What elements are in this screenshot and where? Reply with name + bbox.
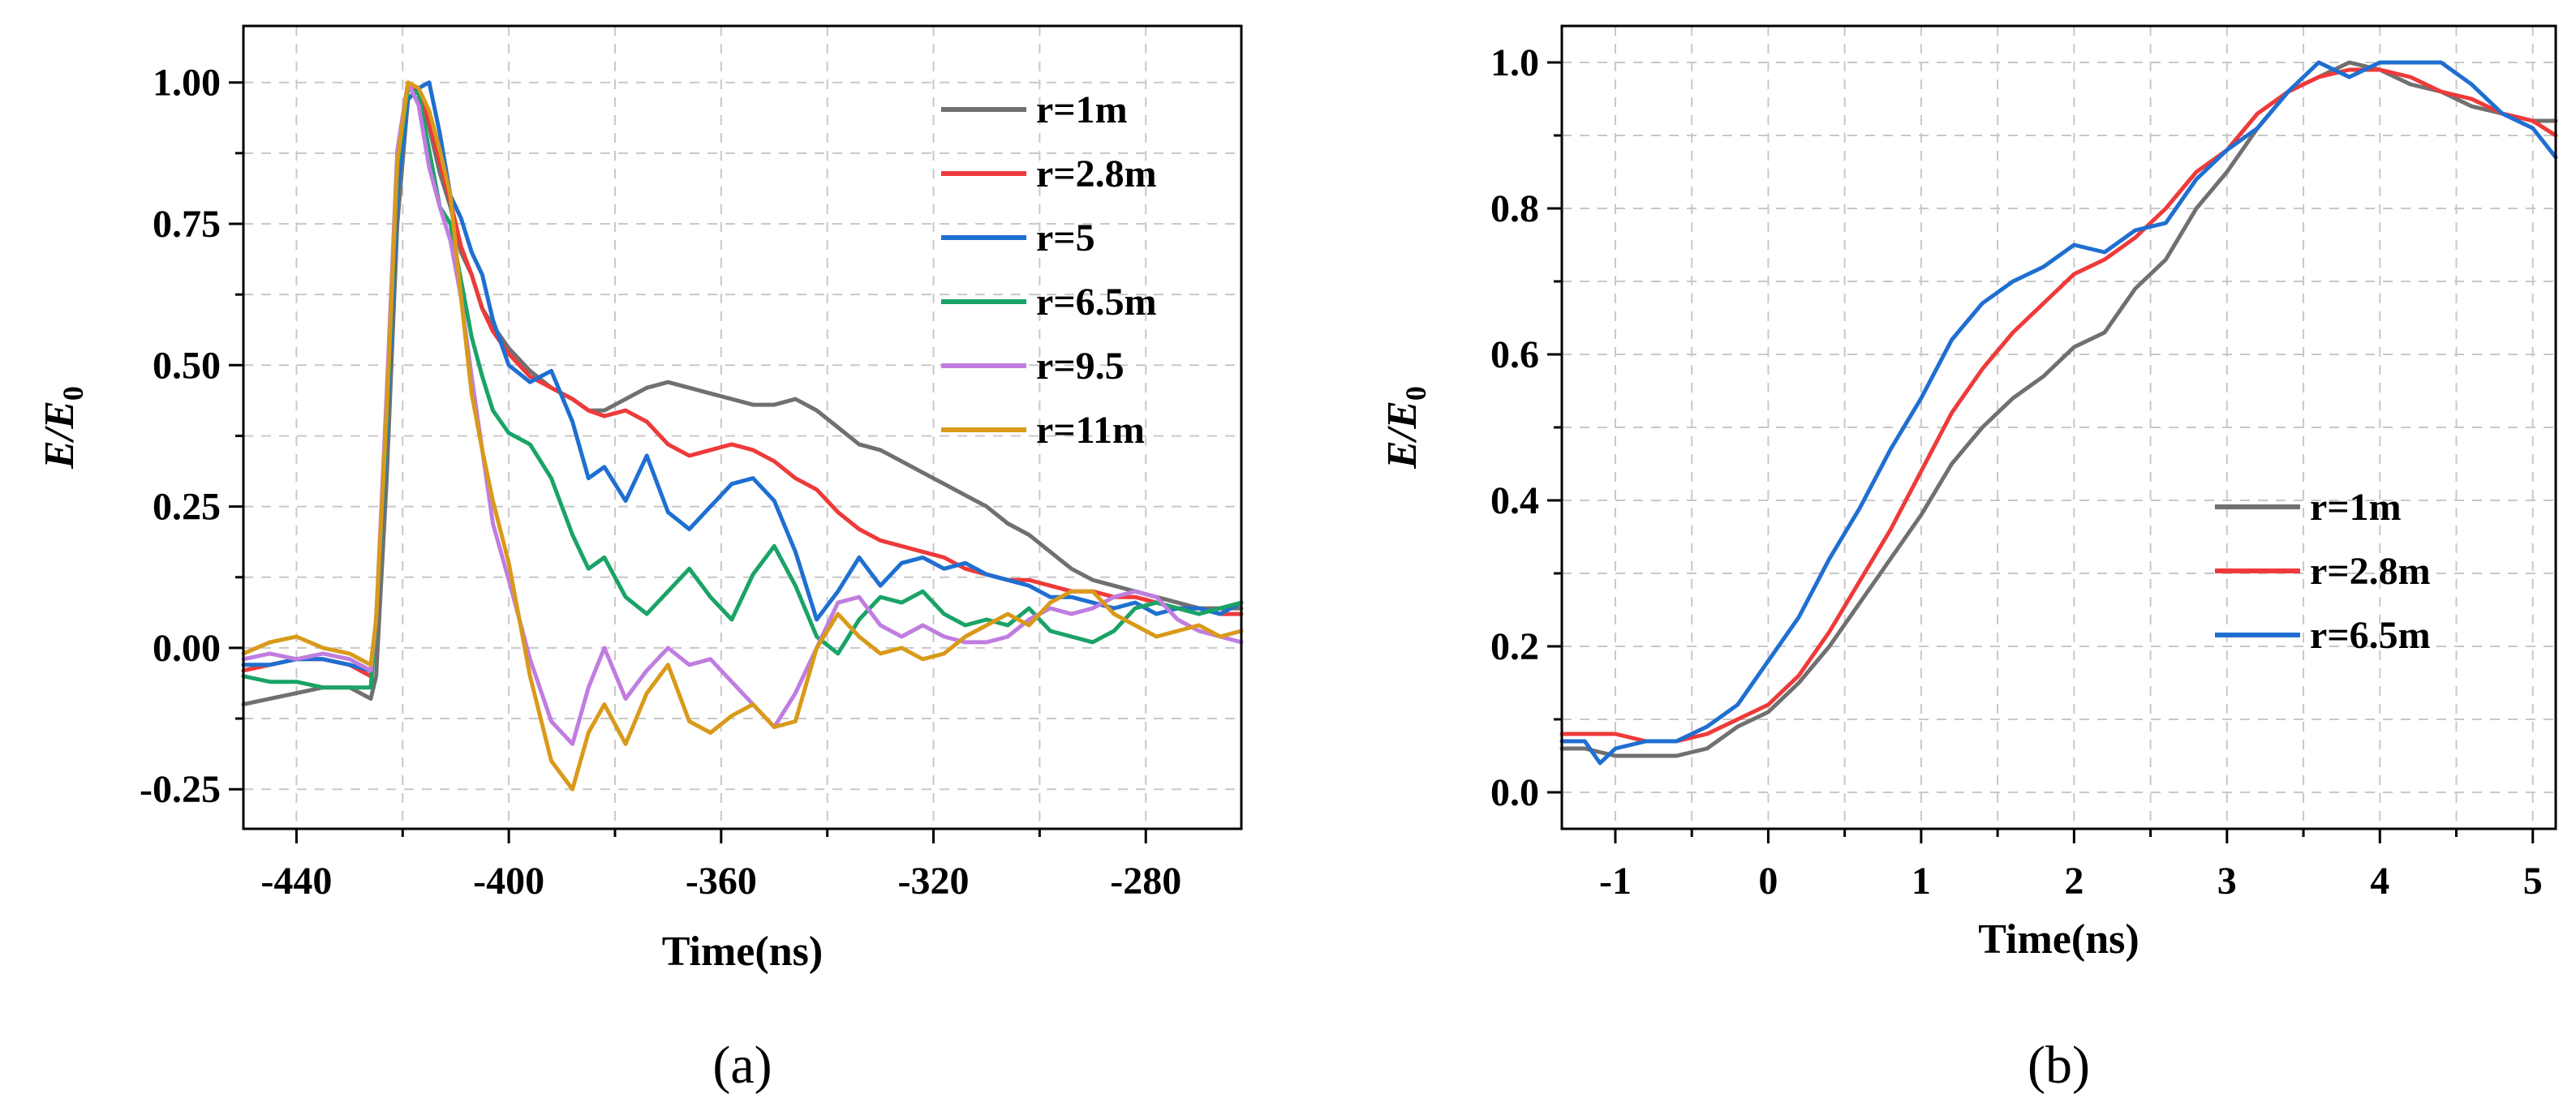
y-tick-label: 0.0 <box>1490 771 1539 814</box>
y-tick-label: 0.6 <box>1490 333 1539 376</box>
x-tick-label: -280 <box>1110 860 1181 903</box>
panel-label: (a) <box>712 1036 772 1094</box>
y-tick-label: -0.25 <box>140 768 221 811</box>
x-tick-label: 2 <box>2064 860 2084 903</box>
x-tick-label: -400 <box>473 860 544 903</box>
x-tick-label: 1 <box>1912 860 1931 903</box>
series-line-2 <box>1559 67 2558 744</box>
legend-label: r=2.8m <box>1036 152 1157 195</box>
legend-label: r=6.5m <box>1036 281 1157 324</box>
x-tick-label: -360 <box>686 860 757 903</box>
x-tick-label: -440 <box>260 860 332 903</box>
legend-label: r=11m <box>1036 409 1145 452</box>
series-line-1 <box>1559 60 2558 758</box>
legend-label: r=5 <box>1036 217 1095 260</box>
x-tick-label: 4 <box>2370 860 2389 903</box>
chart-panel-1: -440 -400 -360 -320 -280 -0.25 0.00 0.25 0.50 0.7… <box>37 24 1244 1094</box>
panel-label: (b) <box>2028 1036 2090 1094</box>
x-tick-label: 3 <box>2217 860 2237 903</box>
y-axis-label: E/E0 <box>37 386 89 470</box>
legend-label: r=2.8m <box>2310 550 2431 593</box>
legend-label: r=1m <box>1036 88 1128 131</box>
x-tick-label: 5 <box>2523 860 2543 903</box>
legend: r=1m r=2.8m r=5 r=6.5m r=9.5 r=11m <box>941 88 1157 452</box>
legend-label: r=1m <box>2310 486 2402 529</box>
y-tick-label: 0.2 <box>1490 625 1539 668</box>
y-tick-label: 0.4 <box>1490 479 1539 522</box>
y-tick-label: 0.00 <box>153 627 221 670</box>
series-line-6 <box>241 80 1244 792</box>
y-tick-label: 0.25 <box>153 486 221 529</box>
grid-lines <box>1562 26 2556 829</box>
chart-panel-2: -1 0 1 2 3 4 5 0.0 0.2 0.4 0.6 0.8 1.0 Time(ns) E/E0 r=… <box>1379 24 2558 1094</box>
x-axis-label: Time(ns) <box>662 929 823 975</box>
x-axis-label: Time(ns) <box>1978 916 2139 963</box>
y-tick-label: 1.0 <box>1490 41 1539 84</box>
y-axis-label: E/E0 <box>1379 386 1432 470</box>
series-line-3 <box>1559 60 2558 766</box>
y-tick-label: 0.50 <box>153 344 221 387</box>
legend-label: r=6.5m <box>2310 614 2431 657</box>
x-tick-label: -320 <box>898 860 970 903</box>
y-tick-label: 1.00 <box>153 62 221 105</box>
y-tick-label: 0.8 <box>1490 187 1539 230</box>
y-tick-label: 0.75 <box>153 203 221 246</box>
legend: r=1m r=2.8m r=6.5m <box>2215 486 2431 657</box>
x-tick-label: -1 <box>1599 860 1632 903</box>
x-tick-label: 0 <box>1758 860 1778 903</box>
plot-frame <box>242 24 1243 830</box>
legend-label: r=9.5 <box>1036 345 1125 388</box>
